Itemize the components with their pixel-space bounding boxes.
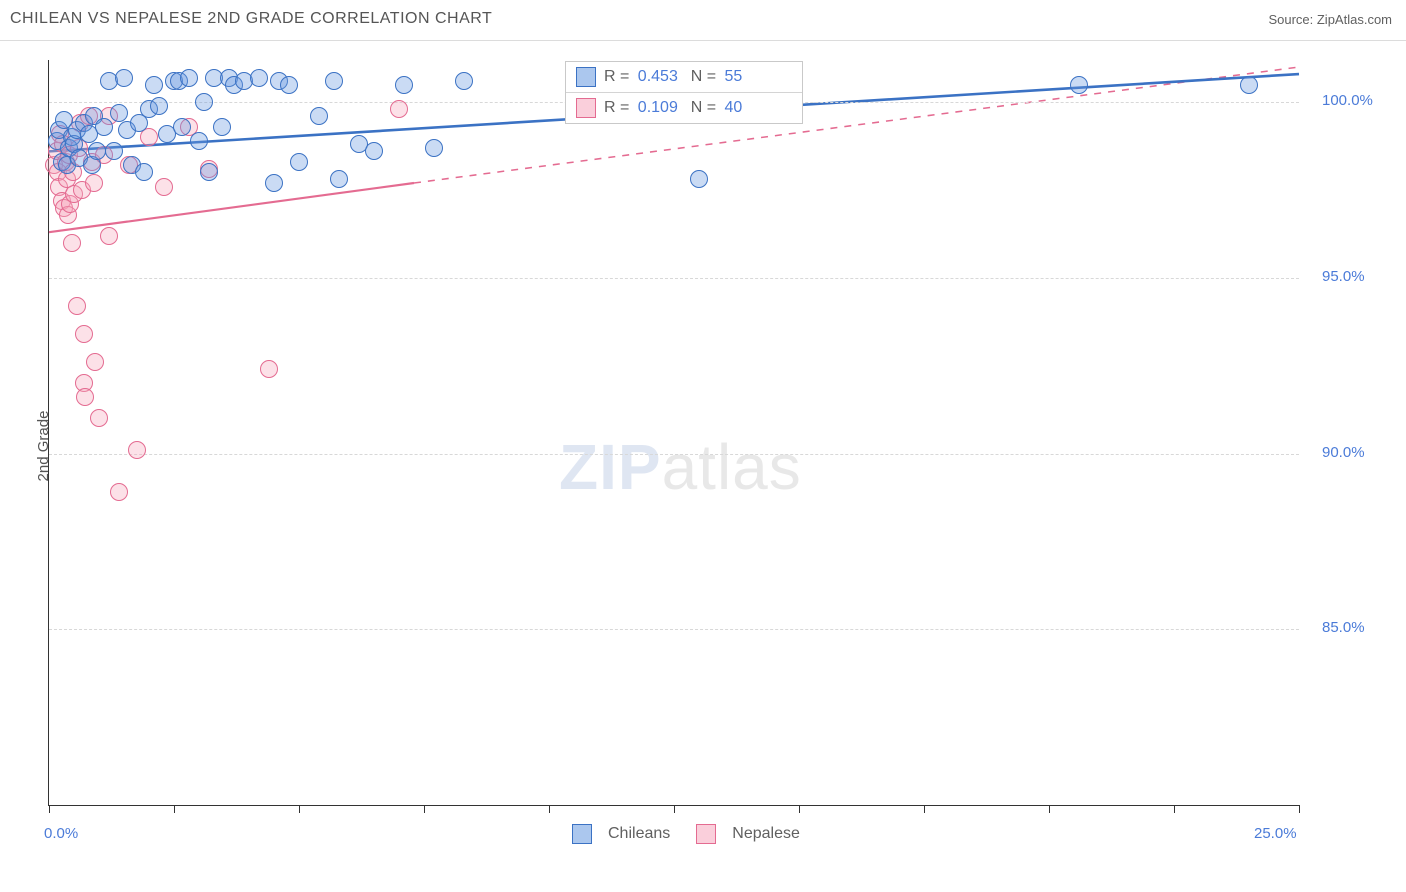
scatter-point-chileans — [265, 174, 283, 192]
scatter-point-chileans — [173, 118, 191, 136]
scatter-point-chileans — [213, 118, 231, 136]
scatter-point-chileans — [110, 104, 128, 122]
trend-line-dashed-nepalese — [414, 67, 1299, 183]
scatter-point-nepalese — [110, 483, 128, 501]
stats-legend-text: R = 0.109 N = 40 — [604, 99, 746, 117]
y-tick-label: 85.0% — [1322, 619, 1365, 636]
gridline — [49, 278, 1299, 279]
legend-label-chileans: Chileans — [608, 825, 670, 843]
scatter-point-chileans — [290, 153, 308, 171]
trend-line-nepalese — [49, 183, 414, 232]
scatter-point-nepalese — [390, 100, 408, 118]
x-tick — [799, 805, 800, 813]
scatter-point-chileans — [1240, 76, 1258, 94]
x-tick — [174, 805, 175, 813]
scatter-point-chileans — [145, 76, 163, 94]
scatter-point-chileans — [455, 72, 473, 90]
legend-label-nepalese: Nepalese — [732, 825, 800, 843]
scatter-point-nepalese — [90, 409, 108, 427]
chart-title: CHILEAN VS NEPALESE 2ND GRADE CORRELATIO… — [10, 10, 492, 28]
x-tick — [1299, 805, 1300, 813]
scatter-point-nepalese — [260, 360, 278, 378]
scatter-point-nepalese — [86, 353, 104, 371]
scatter-point-chileans — [88, 142, 106, 160]
scatter-point-chileans — [325, 72, 343, 90]
scatter-point-nepalese — [76, 388, 94, 406]
scatter-point-chileans — [1070, 76, 1088, 94]
y-tick-label: 90.0% — [1322, 444, 1365, 461]
x-tick — [299, 805, 300, 813]
scatter-plot-area: ZIPatlas — [48, 60, 1299, 806]
scatter-point-chileans — [150, 97, 168, 115]
x-tick-label: 25.0% — [1254, 825, 1297, 842]
y-tick-label: 100.0% — [1322, 92, 1373, 109]
scatter-point-chileans — [365, 142, 383, 160]
scatter-point-chileans — [395, 76, 413, 94]
scatter-point-chileans — [200, 163, 218, 181]
x-tick — [1174, 805, 1175, 813]
scatter-point-chileans — [310, 107, 328, 125]
correlation-stats-legend: R = 0.453 N = 55 R = 0.109 N = 40 — [565, 61, 803, 124]
x-tick — [49, 805, 50, 813]
scatter-point-chileans — [425, 139, 443, 157]
scatter-point-chileans — [250, 69, 268, 87]
title-bar: CHILEAN VS NEPALESE 2ND GRADE CORRELATIO… — [0, 0, 1406, 41]
stats-legend-row-nepalese: R = 0.109 N = 40 — [566, 93, 802, 123]
scatter-point-chileans — [95, 118, 113, 136]
x-tick — [674, 805, 675, 813]
legend-swatch — [576, 67, 596, 87]
scatter-point-chileans — [330, 170, 348, 188]
scatter-point-nepalese — [75, 325, 93, 343]
scatter-point-chileans — [190, 132, 208, 150]
scatter-point-chileans — [105, 142, 123, 160]
series-legend: Chileans Nepalese — [572, 824, 818, 844]
stats-legend-text: R = 0.453 N = 55 — [604, 68, 746, 86]
legend-swatch — [576, 98, 596, 118]
gridline — [49, 629, 1299, 630]
x-tick — [924, 805, 925, 813]
scatter-point-chileans — [135, 163, 153, 181]
gridline — [49, 454, 1299, 455]
scatter-point-nepalese — [128, 441, 146, 459]
stats-legend-row-chileans: R = 0.453 N = 55 — [566, 62, 802, 93]
y-tick-label: 95.0% — [1322, 268, 1365, 285]
scatter-point-chileans — [280, 76, 298, 94]
scatter-point-nepalese — [85, 174, 103, 192]
legend-swatch — [696, 824, 716, 844]
legend-swatch — [572, 824, 592, 844]
scatter-point-chileans — [115, 69, 133, 87]
scatter-point-nepalese — [100, 227, 118, 245]
x-tick-label: 0.0% — [44, 825, 78, 842]
scatter-point-chileans — [690, 170, 708, 188]
x-tick — [424, 805, 425, 813]
scatter-point-nepalese — [155, 178, 173, 196]
x-tick — [1049, 805, 1050, 813]
scatter-point-nepalese — [68, 297, 86, 315]
trend-lines-svg — [49, 60, 1299, 805]
scatter-point-chileans — [180, 69, 198, 87]
x-tick — [549, 805, 550, 813]
scatter-point-chileans — [195, 93, 213, 111]
scatter-point-nepalese — [63, 234, 81, 252]
source-label: Source: ZipAtlas.com — [1268, 12, 1392, 27]
